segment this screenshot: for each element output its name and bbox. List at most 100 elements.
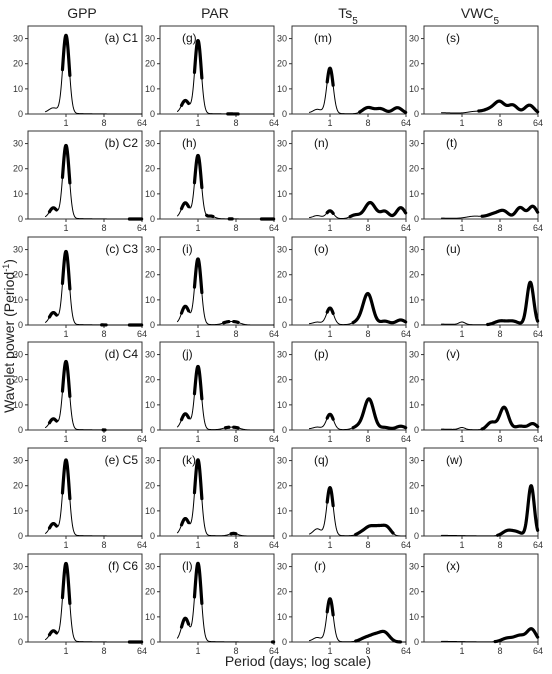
panel-label: (q) (314, 453, 329, 467)
y-tick-label: 10 (13, 295, 23, 305)
x-tick-label: 64 (401, 540, 411, 550)
wavelet-power-line (176, 365, 275, 431)
x-tick-label: 8 (233, 646, 238, 656)
y-tick-label: 10 (277, 84, 287, 94)
x-tick-label: 64 (401, 223, 411, 233)
y-tick-label: 0 (18, 214, 23, 224)
significant-segment (179, 201, 191, 211)
y-tick-label: 0 (18, 320, 23, 330)
wavelet-power-line (44, 562, 143, 643)
significant-segment (480, 204, 540, 218)
x-tick-label: 1 (327, 646, 332, 656)
x-tick-label: 64 (533, 118, 543, 128)
x-tick-label: 8 (497, 223, 502, 233)
significant-segment (192, 458, 204, 501)
x-tick-label: 1 (63, 329, 68, 339)
wavelet-power-line (44, 250, 143, 326)
panel-label: (k) (182, 453, 196, 467)
x-tick-label: 8 (233, 329, 238, 339)
panel-frame (159, 447, 275, 537)
x-tick-label: 64 (401, 118, 411, 128)
y-tick-label: 30 (409, 562, 419, 572)
significant-segment (205, 213, 215, 219)
panel-q: 0 10 20 30 1 8 64 (q) (277, 447, 411, 550)
panel-w: 0 10 20 30 1 8 64 (w) (409, 447, 543, 550)
significant-segment (47, 629, 59, 637)
x-tick-label: 64 (269, 434, 279, 444)
y-tick-label: 0 (150, 109, 155, 119)
y-tick-label: 10 (409, 400, 419, 410)
y-tick-label: 20 (277, 59, 287, 69)
significant-segment (179, 516, 191, 527)
y-tick-label: 30 (409, 350, 419, 360)
y-tick-label: 30 (409, 139, 419, 149)
y-tick-label: 20 (409, 587, 419, 597)
panel-label: (u) (446, 242, 461, 256)
y-tick-label: 0 (18, 109, 23, 119)
panel-frame (291, 341, 407, 431)
x-tick-label: 64 (137, 223, 147, 233)
x-tick-label: 8 (365, 118, 370, 128)
y-tick-label: 10 (277, 400, 287, 410)
panel-frame (423, 236, 539, 326)
x-tick-label: 8 (365, 223, 370, 233)
x-tick-label: 64 (137, 540, 147, 550)
y-tick-label: 20 (145, 270, 155, 280)
panel-s: 0 10 20 30 1 8 64 (s) (409, 25, 543, 128)
y-tick-label: 10 (277, 612, 287, 622)
panel-frame (291, 553, 407, 643)
x-tick-label: 64 (401, 434, 411, 444)
panel-label: (d) C4 (105, 347, 139, 361)
panel-u: 0 10 20 30 1 8 64 (u) (409, 236, 543, 339)
x-tick-label: 1 (195, 434, 200, 444)
significant-segment (47, 417, 59, 425)
y-tick-label: 0 (414, 531, 419, 541)
significant-segment (325, 209, 335, 215)
significant-segment (325, 306, 335, 315)
panel-j: 0 10 20 30 1 8 64 (j) (145, 341, 279, 444)
y-tick-label: 20 (409, 164, 419, 174)
y-tick-label: 10 (277, 189, 287, 199)
wavelet-power-line (44, 360, 143, 431)
x-tick-label: 64 (137, 646, 147, 656)
y-tick-label: 30 (145, 456, 155, 466)
y-tick-label: 0 (150, 637, 155, 647)
y-tick-label: 0 (414, 214, 419, 224)
y-tick-label: 10 (145, 84, 155, 94)
x-tick-label: 8 (101, 329, 106, 339)
significant-segment (179, 616, 191, 629)
panel-frame (159, 553, 275, 643)
x-tick-label: 64 (269, 223, 279, 233)
y-tick-label: 30 (409, 34, 419, 44)
y-tick-label: 30 (145, 350, 155, 360)
wavelet-power-line (176, 258, 275, 326)
y-tick-label: 10 (13, 84, 23, 94)
x-tick-label: 8 (233, 223, 238, 233)
y-tick-label: 30 (145, 139, 155, 149)
significant-segment (325, 597, 335, 617)
x-tick-label: 8 (233, 118, 238, 128)
x-tick-label: 8 (101, 118, 106, 128)
y-tick-label: 20 (145, 587, 155, 597)
panel-label: (e) C5 (105, 453, 139, 467)
panel-frame (423, 25, 539, 115)
x-tick-label: 64 (137, 329, 147, 339)
x-tick-label: 64 (269, 540, 279, 550)
x-tick-label: 8 (365, 329, 370, 339)
y-tick-label: 20 (277, 587, 287, 597)
x-tick-label: 8 (101, 223, 106, 233)
panel-label: (x) (446, 559, 460, 573)
y-tick-label: 10 (145, 189, 155, 199)
x-tick-label: 8 (233, 434, 238, 444)
y-tick-label: 10 (13, 189, 23, 199)
panel-label: (v) (446, 347, 460, 361)
x-tick-label: 1 (195, 540, 200, 550)
panel-label: (t) (446, 136, 457, 150)
y-tick-label: 0 (414, 320, 419, 330)
wavelet-power-line (176, 40, 275, 115)
significant-segment (192, 257, 204, 295)
y-tick-label: 10 (13, 506, 23, 516)
panel-n: 0 10 20 30 1 8 64 (n) (277, 130, 411, 233)
panel-v: 0 10 20 30 1 8 64 (v) (409, 341, 543, 444)
